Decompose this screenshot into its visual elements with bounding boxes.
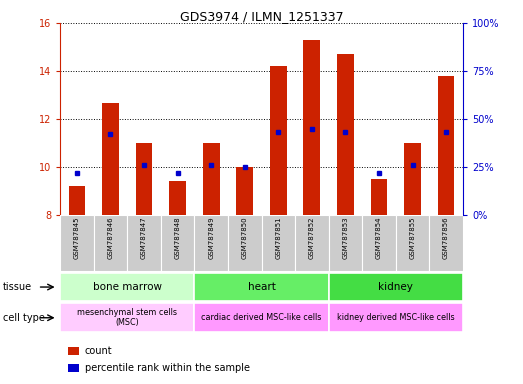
Text: cell type: cell type: [3, 313, 44, 323]
Text: GSM787847: GSM787847: [141, 217, 147, 259]
Bar: [161, 215, 195, 271]
Bar: [362, 215, 396, 271]
Bar: [127, 215, 161, 271]
Bar: [429, 215, 463, 271]
Text: percentile rank within the sample: percentile rank within the sample: [85, 363, 249, 373]
Text: GSM787856: GSM787856: [443, 217, 449, 259]
Bar: [337, 54, 354, 215]
Text: GSM787851: GSM787851: [275, 217, 281, 259]
Text: GSM787855: GSM787855: [410, 217, 415, 259]
Bar: [236, 167, 253, 215]
Text: cardiac derived MSC-like cells: cardiac derived MSC-like cells: [201, 313, 322, 322]
Text: heart: heart: [247, 282, 276, 292]
Bar: [169, 182, 186, 215]
Bar: [94, 215, 127, 271]
Text: GSM787853: GSM787853: [343, 217, 348, 259]
Text: tissue: tissue: [3, 282, 32, 292]
Bar: [262, 215, 295, 271]
Bar: [303, 40, 320, 215]
Bar: [60, 273, 195, 301]
Bar: [60, 215, 94, 271]
Text: mesenchymal stem cells
(MSC): mesenchymal stem cells (MSC): [77, 308, 177, 328]
Bar: [135, 143, 152, 215]
Text: GSM787846: GSM787846: [108, 217, 113, 259]
Text: count: count: [85, 346, 112, 356]
Bar: [270, 66, 287, 215]
Bar: [195, 215, 228, 271]
Bar: [404, 143, 421, 215]
Text: GSM787849: GSM787849: [208, 217, 214, 259]
Text: GSM787850: GSM787850: [242, 217, 248, 259]
Bar: [295, 215, 328, 271]
Bar: [228, 215, 262, 271]
Bar: [69, 186, 85, 215]
Bar: [102, 103, 119, 215]
Text: kidney derived MSC-like cells: kidney derived MSC-like cells: [337, 313, 454, 322]
Bar: [328, 215, 362, 271]
Bar: [60, 303, 195, 332]
Bar: [328, 273, 463, 301]
Text: GDS3974 / ILMN_1251337: GDS3974 / ILMN_1251337: [180, 10, 343, 23]
Text: kidney: kidney: [378, 282, 413, 292]
Text: GSM787852: GSM787852: [309, 217, 315, 259]
Bar: [195, 273, 328, 301]
Bar: [371, 179, 388, 215]
Text: GSM787854: GSM787854: [376, 217, 382, 259]
Text: GSM787848: GSM787848: [175, 217, 180, 259]
Bar: [195, 303, 328, 332]
Bar: [328, 303, 463, 332]
Text: GSM787845: GSM787845: [74, 217, 80, 259]
Text: bone marrow: bone marrow: [93, 282, 162, 292]
Bar: [438, 76, 454, 215]
Bar: [396, 215, 429, 271]
Bar: [203, 143, 220, 215]
